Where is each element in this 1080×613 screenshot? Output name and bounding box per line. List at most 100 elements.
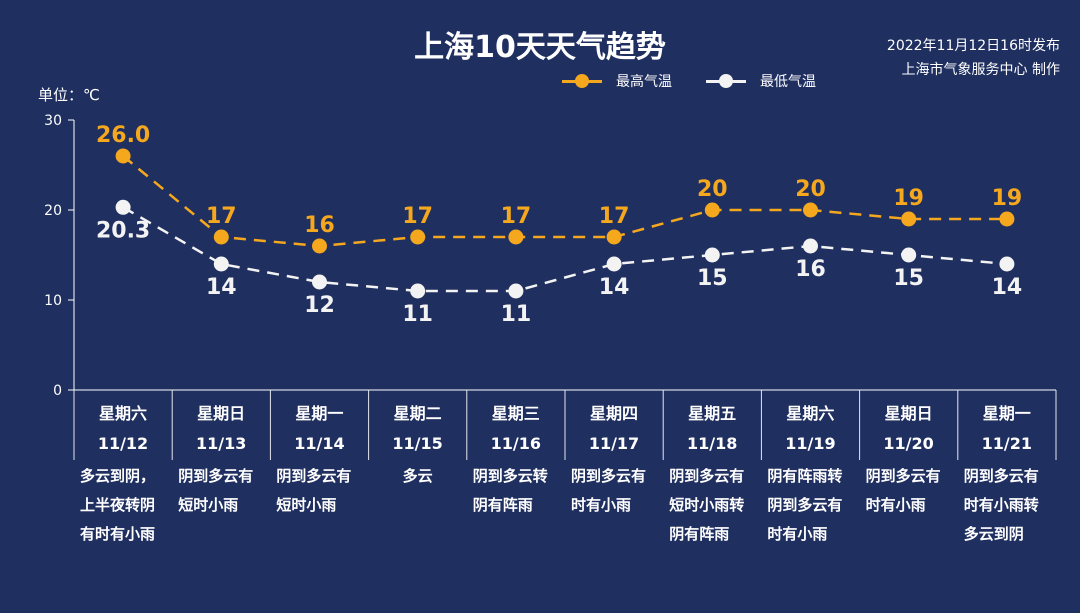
- weather-description: 阴到多云有 短时小雨转 阴有阵雨: [669, 467, 745, 543]
- chart-title: 上海10天天气趋势: [414, 30, 666, 65]
- data-label-low: 14: [206, 275, 237, 300]
- x-tick-date: 11/21: [981, 434, 1032, 453]
- x-tick-date: 11/13: [196, 434, 247, 453]
- legend-swatch-low: [706, 74, 746, 88]
- y-axis-unit: 单位：℃: [38, 86, 100, 104]
- data-label-high: 20: [795, 177, 826, 202]
- data-label-high: 19: [893, 186, 924, 211]
- weather-description: 阴到多云有 时有小雨: [571, 467, 647, 514]
- day-column: 星期六 11/19: [761, 392, 859, 454]
- data-label-low: 11: [501, 302, 532, 327]
- weather-description: 阴到多云转 阴有阵雨: [472, 467, 548, 514]
- data-point-high: [508, 229, 524, 245]
- day-column: 星期三 11/16: [467, 392, 565, 454]
- day-column: 星期日 11/13: [172, 392, 270, 454]
- data-label-low: 20.3: [96, 218, 150, 243]
- publisher: 上海市气象服务中心 制作: [901, 62, 1060, 78]
- data-point-low: [999, 256, 1015, 272]
- x-tick-weekday: 星期六: [98, 404, 147, 423]
- data-label-low: 15: [893, 266, 924, 291]
- data-point-high: [901, 211, 917, 227]
- x-tick-date: 11/12: [97, 434, 149, 453]
- data-label-high: 26.0: [96, 123, 150, 148]
- x-tick-date: 11/19: [785, 434, 836, 453]
- data-point-high: [999, 211, 1015, 227]
- data-point-low: [508, 283, 524, 299]
- data-label-low: 14: [599, 275, 630, 300]
- weather-description: 多云到阴， 上半夜转阴 有时有小雨: [80, 467, 156, 543]
- data-point-high: [410, 229, 426, 245]
- data-point-low: [115, 199, 131, 215]
- legend-label-high: 最高气温: [616, 74, 672, 90]
- x-tick-weekday: 星期日: [197, 404, 246, 423]
- day-column: 星期日 11/20: [860, 392, 958, 454]
- legend-swatch-high: [562, 74, 602, 88]
- data-point-low: [704, 247, 720, 263]
- data-point-low: [410, 283, 426, 299]
- day-column: 星期二 11/15: [369, 392, 467, 454]
- data-label-low: 16: [795, 257, 826, 282]
- legend-label-low: 最低气温: [760, 74, 816, 90]
- data-point-high: [704, 202, 720, 218]
- data-point-high: [213, 229, 229, 245]
- data-label-low: 14: [992, 275, 1023, 300]
- weather-description: 阴到多云有 短时小雨: [276, 467, 352, 514]
- x-tick-weekday: 星期二: [393, 404, 442, 423]
- weather-description: 阴到多云有 时有小雨: [865, 467, 941, 514]
- x-tick-weekday: 星期日: [884, 404, 933, 423]
- data-point-high: [312, 238, 327, 254]
- y-tick-label: 30: [44, 113, 62, 129]
- data-label-high: 16: [304, 213, 335, 238]
- y-tick-label: 20: [44, 203, 62, 219]
- weather-description: 阴有阵雨转 阴到多云有 时有小雨: [767, 467, 843, 543]
- x-tick-weekday: 星期六: [786, 404, 835, 423]
- series-line-high: [122, 155, 1007, 248]
- weather-description: 阴到多云有 时有小雨转 多云到阴: [963, 467, 1039, 543]
- x-tick-weekday: 星期一: [982, 404, 1031, 423]
- day-column: 星期一 11/14: [270, 392, 368, 454]
- day-column: 星期四 11/17: [565, 392, 663, 454]
- data-point-high: [606, 229, 622, 245]
- data-label-high: 19: [992, 186, 1023, 211]
- data-label-low: 12: [304, 293, 335, 318]
- day-column: 星期六 11/12: [74, 392, 172, 454]
- publish-time: 2022年11月12日16时发布: [886, 38, 1060, 54]
- data-label-high: 20: [697, 177, 728, 202]
- publish-info: 2022年11月12日16时发布 上海市气象服务中心 制作: [887, 34, 1060, 82]
- x-tick-date: 11/14: [294, 434, 345, 453]
- x-tick-date: 11/17: [588, 434, 640, 453]
- data-label-low: 11: [402, 302, 433, 327]
- series-line-low: [122, 206, 1008, 293]
- data-label-high: 17: [402, 204, 433, 229]
- weather-description: 多云: [402, 467, 433, 485]
- data-point-high: [115, 148, 131, 164]
- data-point-low: [312, 274, 327, 290]
- data-point-high: [803, 202, 818, 218]
- x-tick-weekday: 星期三: [491, 404, 540, 423]
- y-tick-label: 0: [53, 383, 62, 399]
- data-label-high: 17: [599, 204, 630, 229]
- weather-description: 阴到多云有 短时小雨: [178, 467, 254, 514]
- data-point-low: [213, 256, 229, 272]
- x-tick-date: 11/16: [490, 434, 541, 453]
- data-label-high: 17: [206, 204, 237, 229]
- legend-marker-high: [575, 74, 589, 88]
- data-label-low: 15: [697, 266, 728, 291]
- legend: 最高气温 最低气温: [562, 70, 850, 92]
- day-column: 星期一 11/21: [958, 392, 1056, 454]
- legend-marker-low: [719, 74, 733, 88]
- x-tick-date: 11/20: [883, 434, 934, 453]
- data-point-low: [901, 247, 917, 263]
- x-tick-weekday: 星期四: [589, 404, 638, 423]
- legend-item-high: 最高气温: [562, 71, 672, 91]
- y-tick-label: 10: [44, 293, 62, 309]
- data-label-high: 17: [501, 204, 532, 229]
- day-column: 星期五 11/18: [663, 392, 761, 454]
- data-point-low: [803, 238, 818, 254]
- x-tick-date: 11/18: [687, 434, 738, 453]
- legend-item-low: 最低气温: [706, 71, 816, 91]
- x-tick-weekday: 星期一: [295, 404, 344, 423]
- x-tick-weekday: 星期五: [688, 404, 737, 423]
- data-point-low: [606, 256, 622, 272]
